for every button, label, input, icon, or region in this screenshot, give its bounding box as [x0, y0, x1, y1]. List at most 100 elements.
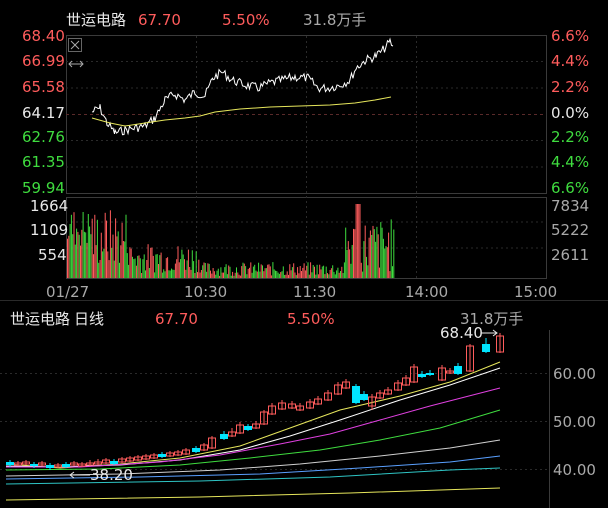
- volume-bar: [193, 261, 195, 278]
- volume-bar: [369, 230, 371, 278]
- volume-bar: [321, 266, 323, 278]
- volume-bar: [324, 274, 326, 278]
- volume-bar: [194, 273, 196, 278]
- volume-bar: [217, 268, 219, 278]
- candle-body-down: [30, 464, 38, 466]
- candle-body-up: [368, 396, 376, 407]
- volume-bar: [109, 210, 111, 278]
- volume-bar: [164, 271, 166, 278]
- candle-body-up: [134, 456, 142, 461]
- candle-body-up: [376, 392, 384, 399]
- volume-bar: [152, 255, 154, 278]
- candle-body-up: [402, 377, 410, 386]
- volume-bar: [234, 272, 236, 278]
- volume-bar: [132, 256, 133, 278]
- volume-bar: [385, 246, 387, 278]
- volume-bar: [70, 214, 72, 278]
- volume-bar: [291, 267, 293, 278]
- candle-body-up: [150, 454, 158, 459]
- volume-bar: [86, 242, 88, 278]
- volume-bar: [265, 268, 267, 278]
- volume-bar: [190, 269, 192, 278]
- volume-bar: [329, 270, 331, 278]
- volume-bar: [73, 212, 75, 278]
- daily-change-pct: 5.50%: [287, 310, 335, 328]
- volume-bar: [168, 270, 170, 278]
- volume-bar: [230, 275, 232, 278]
- volume-bar: [362, 271, 364, 278]
- volume-bar: [173, 269, 175, 278]
- volume-bar: [256, 271, 258, 278]
- candle-body-up: [208, 437, 216, 449]
- volume-bar: [215, 274, 217, 278]
- pct-axis-right-7: 6.6%: [551, 179, 590, 197]
- volume-bar: [146, 260, 148, 278]
- volume-bar: [262, 265, 263, 278]
- volume-bar: [327, 273, 328, 278]
- volume-bar: [141, 273, 143, 278]
- volume-bar: [333, 271, 335, 278]
- volume-bar: [143, 254, 145, 278]
- daily-volume: 31.8万手: [460, 310, 524, 328]
- volume-bar: [224, 267, 226, 278]
- volume-bar: [165, 258, 167, 278]
- moving-average-line: [5, 467, 501, 485]
- price-axis-left-5: 62.76: [22, 128, 65, 146]
- volume-bar: [384, 248, 386, 278]
- volume-bar: [200, 270, 202, 278]
- volume-bar: [117, 231, 119, 278]
- volume-bar: [371, 235, 373, 278]
- intraday-volume-bars: [67, 204, 395, 278]
- candle-body-up: [410, 366, 418, 383]
- volume-bar: [208, 263, 210, 278]
- volume-bar: [202, 265, 204, 278]
- volume-bar: [263, 271, 265, 278]
- volume-bar: [350, 263, 352, 278]
- volume-bar: [219, 275, 221, 278]
- price-axis-left-7: 59.94: [22, 179, 65, 197]
- candle-body-up: [236, 424, 244, 434]
- candle-body-down: [482, 344, 490, 352]
- close-icon[interactable]: [68, 38, 82, 52]
- daily-period: 日线: [74, 310, 105, 328]
- volume-bar: [336, 270, 338, 278]
- volume-bar: [148, 268, 150, 278]
- volume-bar: [135, 265, 137, 278]
- candle-body-up: [446, 370, 454, 374]
- candle-body-up: [94, 461, 102, 465]
- volume-bar: [250, 262, 252, 278]
- volume-bar: [373, 229, 375, 278]
- candle-body-down: [426, 373, 434, 375]
- candle-body-up: [306, 401, 314, 409]
- high-marker-arrow: [481, 329, 498, 337]
- volume-bar: [288, 274, 289, 278]
- candle-body-up: [228, 431, 236, 437]
- volume-bar: [245, 266, 247, 278]
- volume-bar: [74, 244, 76, 278]
- volume-bar: [126, 253, 128, 278]
- volume-bar: [189, 267, 191, 278]
- pct-axis-right-2: 4.4%: [551, 52, 590, 70]
- pct-axis-right-6: 4.4%: [551, 153, 590, 171]
- volume-bar: [171, 268, 172, 278]
- volume-bar: [242, 262, 244, 278]
- volume-bar: [121, 222, 123, 278]
- volume-bar: [367, 265, 369, 278]
- candle-body-up: [252, 423, 260, 429]
- volume-bar: [147, 244, 149, 278]
- volume-bar: [206, 271, 208, 278]
- volume-bar: [138, 255, 140, 278]
- volume-bar: [78, 234, 80, 278]
- volume-bar: [363, 241, 365, 278]
- volume-bar: [328, 274, 330, 278]
- volume-bar: [199, 272, 201, 278]
- volume-bar: [341, 266, 343, 278]
- volume-bar: [355, 204, 357, 278]
- volume-bar: [98, 262, 100, 278]
- daily-axis-60: 60.00: [553, 365, 596, 383]
- candle-body-up: [334, 384, 342, 395]
- moving-average-line: [5, 409, 501, 471]
- expand-horizontal-icon[interactable]: [68, 58, 84, 70]
- volume-bar: [142, 259, 144, 278]
- intraday-average-line: [91, 96, 392, 127]
